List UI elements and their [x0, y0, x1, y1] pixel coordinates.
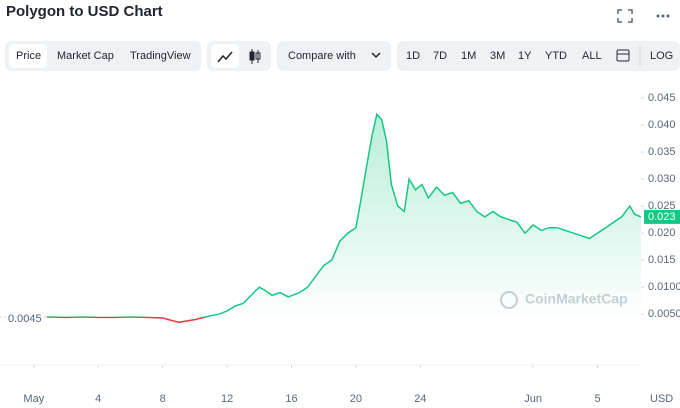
tab-active [9, 44, 47, 68]
compare-label[interactable]: Compare with [288, 50, 356, 62]
log-button[interactable]: LOG [650, 50, 673, 62]
range-button[interactable]: 7D [433, 50, 447, 62]
x-tick-label: 8 [160, 393, 166, 405]
x-tick-label: Jun [524, 393, 542, 405]
tab[interactable]: Market Cap [57, 50, 114, 62]
y-tick-label: 0.035 [648, 146, 676, 158]
tab[interactable]: TradingView [130, 50, 191, 62]
y-tick-label: 0.025 [648, 200, 676, 212]
x-tick-label: 4 [95, 393, 101, 405]
y-tick-label: 0.040 [648, 119, 676, 131]
area [205, 114, 641, 317]
candle-icon[interactable] [249, 49, 261, 64]
reference-label: 0.0045 [8, 313, 42, 325]
more-icon[interactable] [656, 14, 670, 18]
x-tick-label: 24 [414, 393, 426, 405]
y-tick-label: 0.030 [648, 173, 676, 185]
range-button[interactable]: 1D [406, 50, 420, 62]
y-tick-label: 0.015 [648, 254, 676, 266]
y-tick-label: 0.045 [648, 92, 676, 104]
title: Polygon to USD Chart [6, 3, 163, 20]
chevron [371, 52, 381, 59]
x-tick-label: 5 [594, 393, 600, 405]
y-tick-label: 0.020 [648, 227, 676, 239]
y-tick-label: 0.0050 [648, 308, 680, 320]
range-button[interactable]: 1Y [518, 50, 532, 62]
range-button[interactable]: ALL [582, 50, 602, 62]
compare-box[interactable] [277, 41, 391, 71]
chart-type-active [211, 44, 239, 68]
current-price-label: 0.023 [648, 211, 676, 223]
calendar-icon[interactable] [616, 49, 630, 62]
tab-group [5, 41, 201, 71]
unit-label: USD [650, 393, 673, 405]
range-button[interactable]: 3M [490, 50, 505, 62]
fullscreen-icon[interactable] [617, 9, 633, 23]
range-group [397, 41, 680, 71]
x-tick-label: 12 [221, 393, 233, 405]
x-tick-label: 20 [350, 393, 362, 405]
current-price-box [644, 209, 680, 224]
x-tick-label: 16 [285, 393, 297, 405]
y-tick-label: 0.0100 [648, 281, 680, 293]
tab[interactable]: Price [16, 50, 41, 62]
range-button[interactable]: 1M [461, 50, 476, 62]
range-button[interactable]: YTD [545, 50, 567, 62]
price-line [46, 112, 641, 317]
x-tick-label: May [23, 393, 44, 405]
line-icon[interactable] [217, 51, 233, 63]
